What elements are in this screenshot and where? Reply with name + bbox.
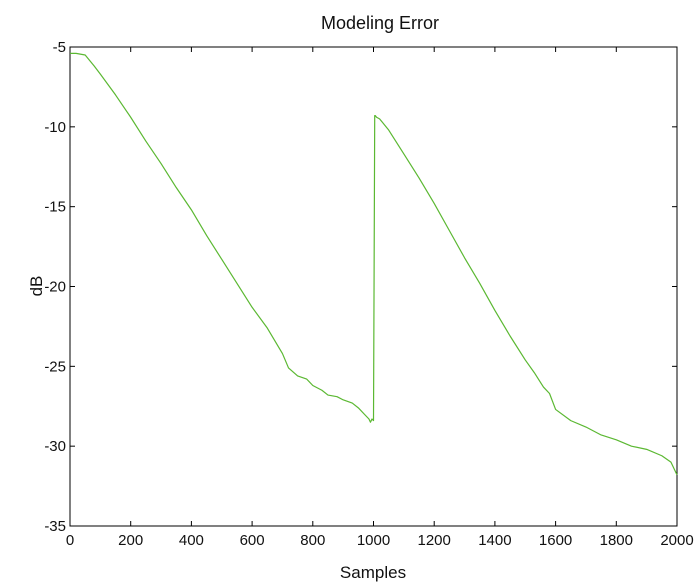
y-tick-label: -20 bbox=[44, 279, 66, 296]
y-tick-label: -5 bbox=[53, 39, 66, 56]
x-tick-label: 0 bbox=[66, 532, 74, 549]
y-tick-label: -10 bbox=[44, 119, 66, 136]
series-line bbox=[70, 52, 678, 476]
x-tick-label: 1400 bbox=[478, 532, 511, 549]
y-tick-label: -15 bbox=[44, 199, 66, 216]
x-tick-label: 1200 bbox=[418, 532, 451, 549]
y-axis-ticks: -35 -30 -25 -20 -15 -10 -5 bbox=[44, 39, 677, 535]
chart-title: Modeling Error bbox=[321, 13, 439, 33]
y-tick-label: -25 bbox=[44, 358, 66, 375]
x-axis-ticks: 0 200 400 600 800 1000 1200 1400 1600 1800 2000 bbox=[66, 47, 694, 549]
x-tick-label: 1600 bbox=[539, 532, 572, 549]
x-axis-label: Samples bbox=[340, 563, 406, 582]
x-tick-label: 2000 bbox=[660, 532, 693, 549]
series-layer bbox=[70, 52, 678, 476]
y-tick-label: -30 bbox=[44, 438, 66, 455]
y-tick-label: -35 bbox=[44, 518, 66, 535]
x-tick-label: 600 bbox=[240, 532, 265, 549]
x-tick-label: 400 bbox=[179, 532, 204, 549]
x-tick-label: 1000 bbox=[357, 532, 390, 549]
y-axis-label: dB bbox=[27, 276, 46, 297]
x-tick-label: 1800 bbox=[600, 532, 633, 549]
x-tick-label: 800 bbox=[300, 532, 325, 549]
x-tick-label: 200 bbox=[118, 532, 143, 549]
